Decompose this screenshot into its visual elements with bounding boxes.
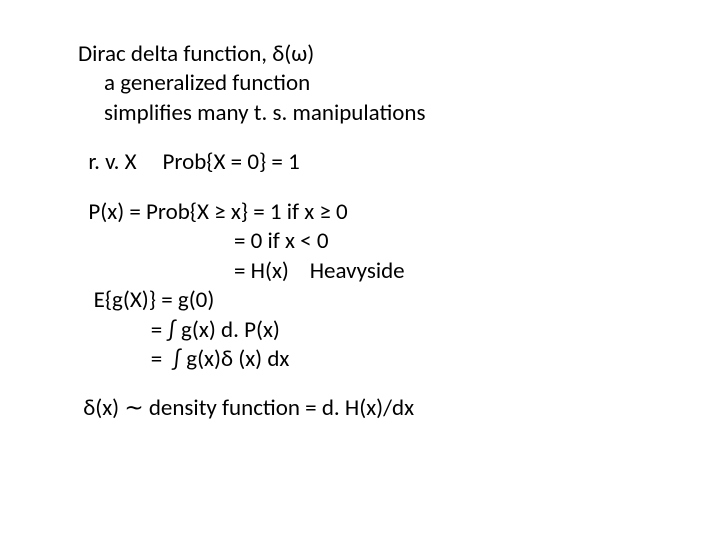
px-line-2: = 0 if x < 0 — [78, 227, 720, 256]
expectation-line-3: = ∫ g(x)δ (x) dx — [78, 345, 720, 374]
expectation-line-2: = ∫ g(x) d. P(x) — [78, 316, 720, 345]
title-line-1: Dirac delta function, δ(ω) — [78, 40, 720, 69]
px-line-3: = H(x) Heavyside — [78, 257, 720, 286]
expectation-line-1: E{g(X)} = g(0) — [78, 286, 720, 315]
px-line-1: P(x) = Prob{X ≥ x} = 1 if x ≥ 0 — [78, 198, 720, 227]
spacer — [78, 128, 720, 148]
spacer — [78, 178, 720, 198]
slide-content: Dirac delta function, δ(ω) a generalized… — [0, 0, 720, 540]
rv-line: r. v. X Prob{X = 0} = 1 — [78, 148, 720, 177]
title-line-3: simplifies many t. s. manipulations — [78, 99, 720, 128]
density-line: δ(x) ∼ density function = d. H(x)/dx — [78, 394, 720, 423]
spacer — [78, 374, 720, 394]
title-line-2: a generalized function — [78, 69, 720, 98]
